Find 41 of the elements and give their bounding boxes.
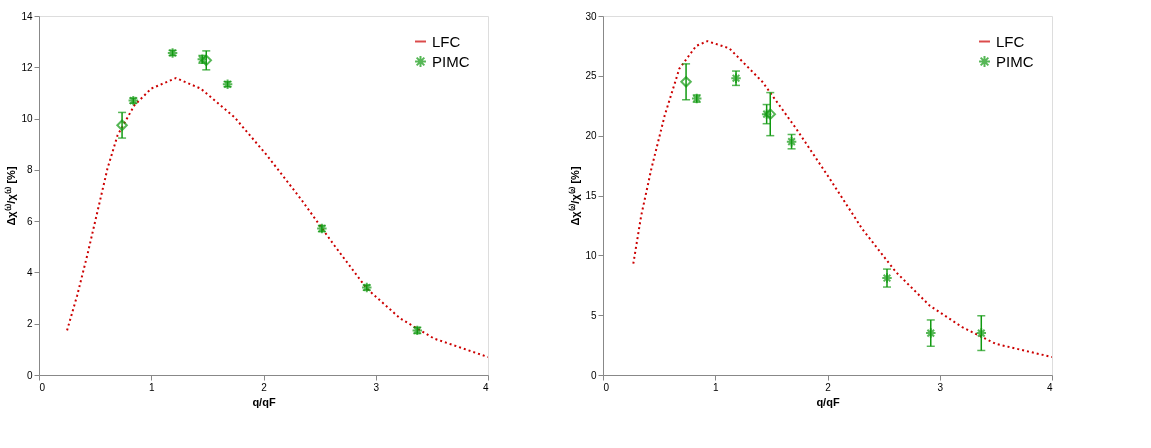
x-tick-label: 1 <box>148 381 155 393</box>
x-tick-label: 3 <box>937 381 944 393</box>
x-tick-label: 0 <box>39 381 46 393</box>
point <box>200 54 212 67</box>
x-tick-label: 3 <box>373 381 380 393</box>
x-axis-title: q/qF <box>816 395 840 408</box>
y-tick-label: 14 <box>21 10 33 22</box>
point <box>881 272 893 284</box>
x-tick-label: 1 <box>712 381 719 393</box>
x-tick-label: 2 <box>825 381 832 393</box>
x-tick-label: 4 <box>1046 381 1053 393</box>
y-tick-label: 15 <box>585 190 597 201</box>
line-series <box>66 77 488 359</box>
x-tick-label: 0 <box>603 381 610 393</box>
y-tick-label: 12 <box>21 61 33 73</box>
y-tick-label: 25 <box>585 70 597 82</box>
y-tick-label: 0 <box>590 369 597 381</box>
point <box>760 108 773 120</box>
point <box>764 108 776 120</box>
y-tick-label: 0 <box>26 369 33 381</box>
y-axis-title: Δχ⁽²⁾/χ⁽²⁾ [%] <box>568 166 582 226</box>
y-tick-label: 6 <box>26 215 33 227</box>
x-tick-label: 2 <box>261 381 268 393</box>
y-tick-label: 4 <box>26 266 33 278</box>
y-tick-label: 8 <box>26 164 33 176</box>
y-tick-label: 2 <box>26 318 33 330</box>
point <box>925 327 937 339</box>
x-tick-label: 4 <box>482 381 489 393</box>
legend-label: PIMC <box>996 52 1034 70</box>
point <box>116 119 128 131</box>
y-tick-label: 5 <box>590 309 597 321</box>
point <box>680 76 692 88</box>
y-tick-label: 20 <box>585 130 597 142</box>
y-tick-label: 30 <box>585 10 597 22</box>
y-tick-label: 10 <box>21 113 33 125</box>
legend-label: PIMC <box>432 52 470 70</box>
legend-label: LFC <box>432 32 461 50</box>
y-tick-label: 10 <box>585 249 597 261</box>
legend-label: LFC <box>996 32 1025 50</box>
x-axis-title: q/qF <box>252 395 276 408</box>
y-axis-title: Δχ⁽¹⁾/χ⁽¹⁾ [%] <box>4 166 18 226</box>
